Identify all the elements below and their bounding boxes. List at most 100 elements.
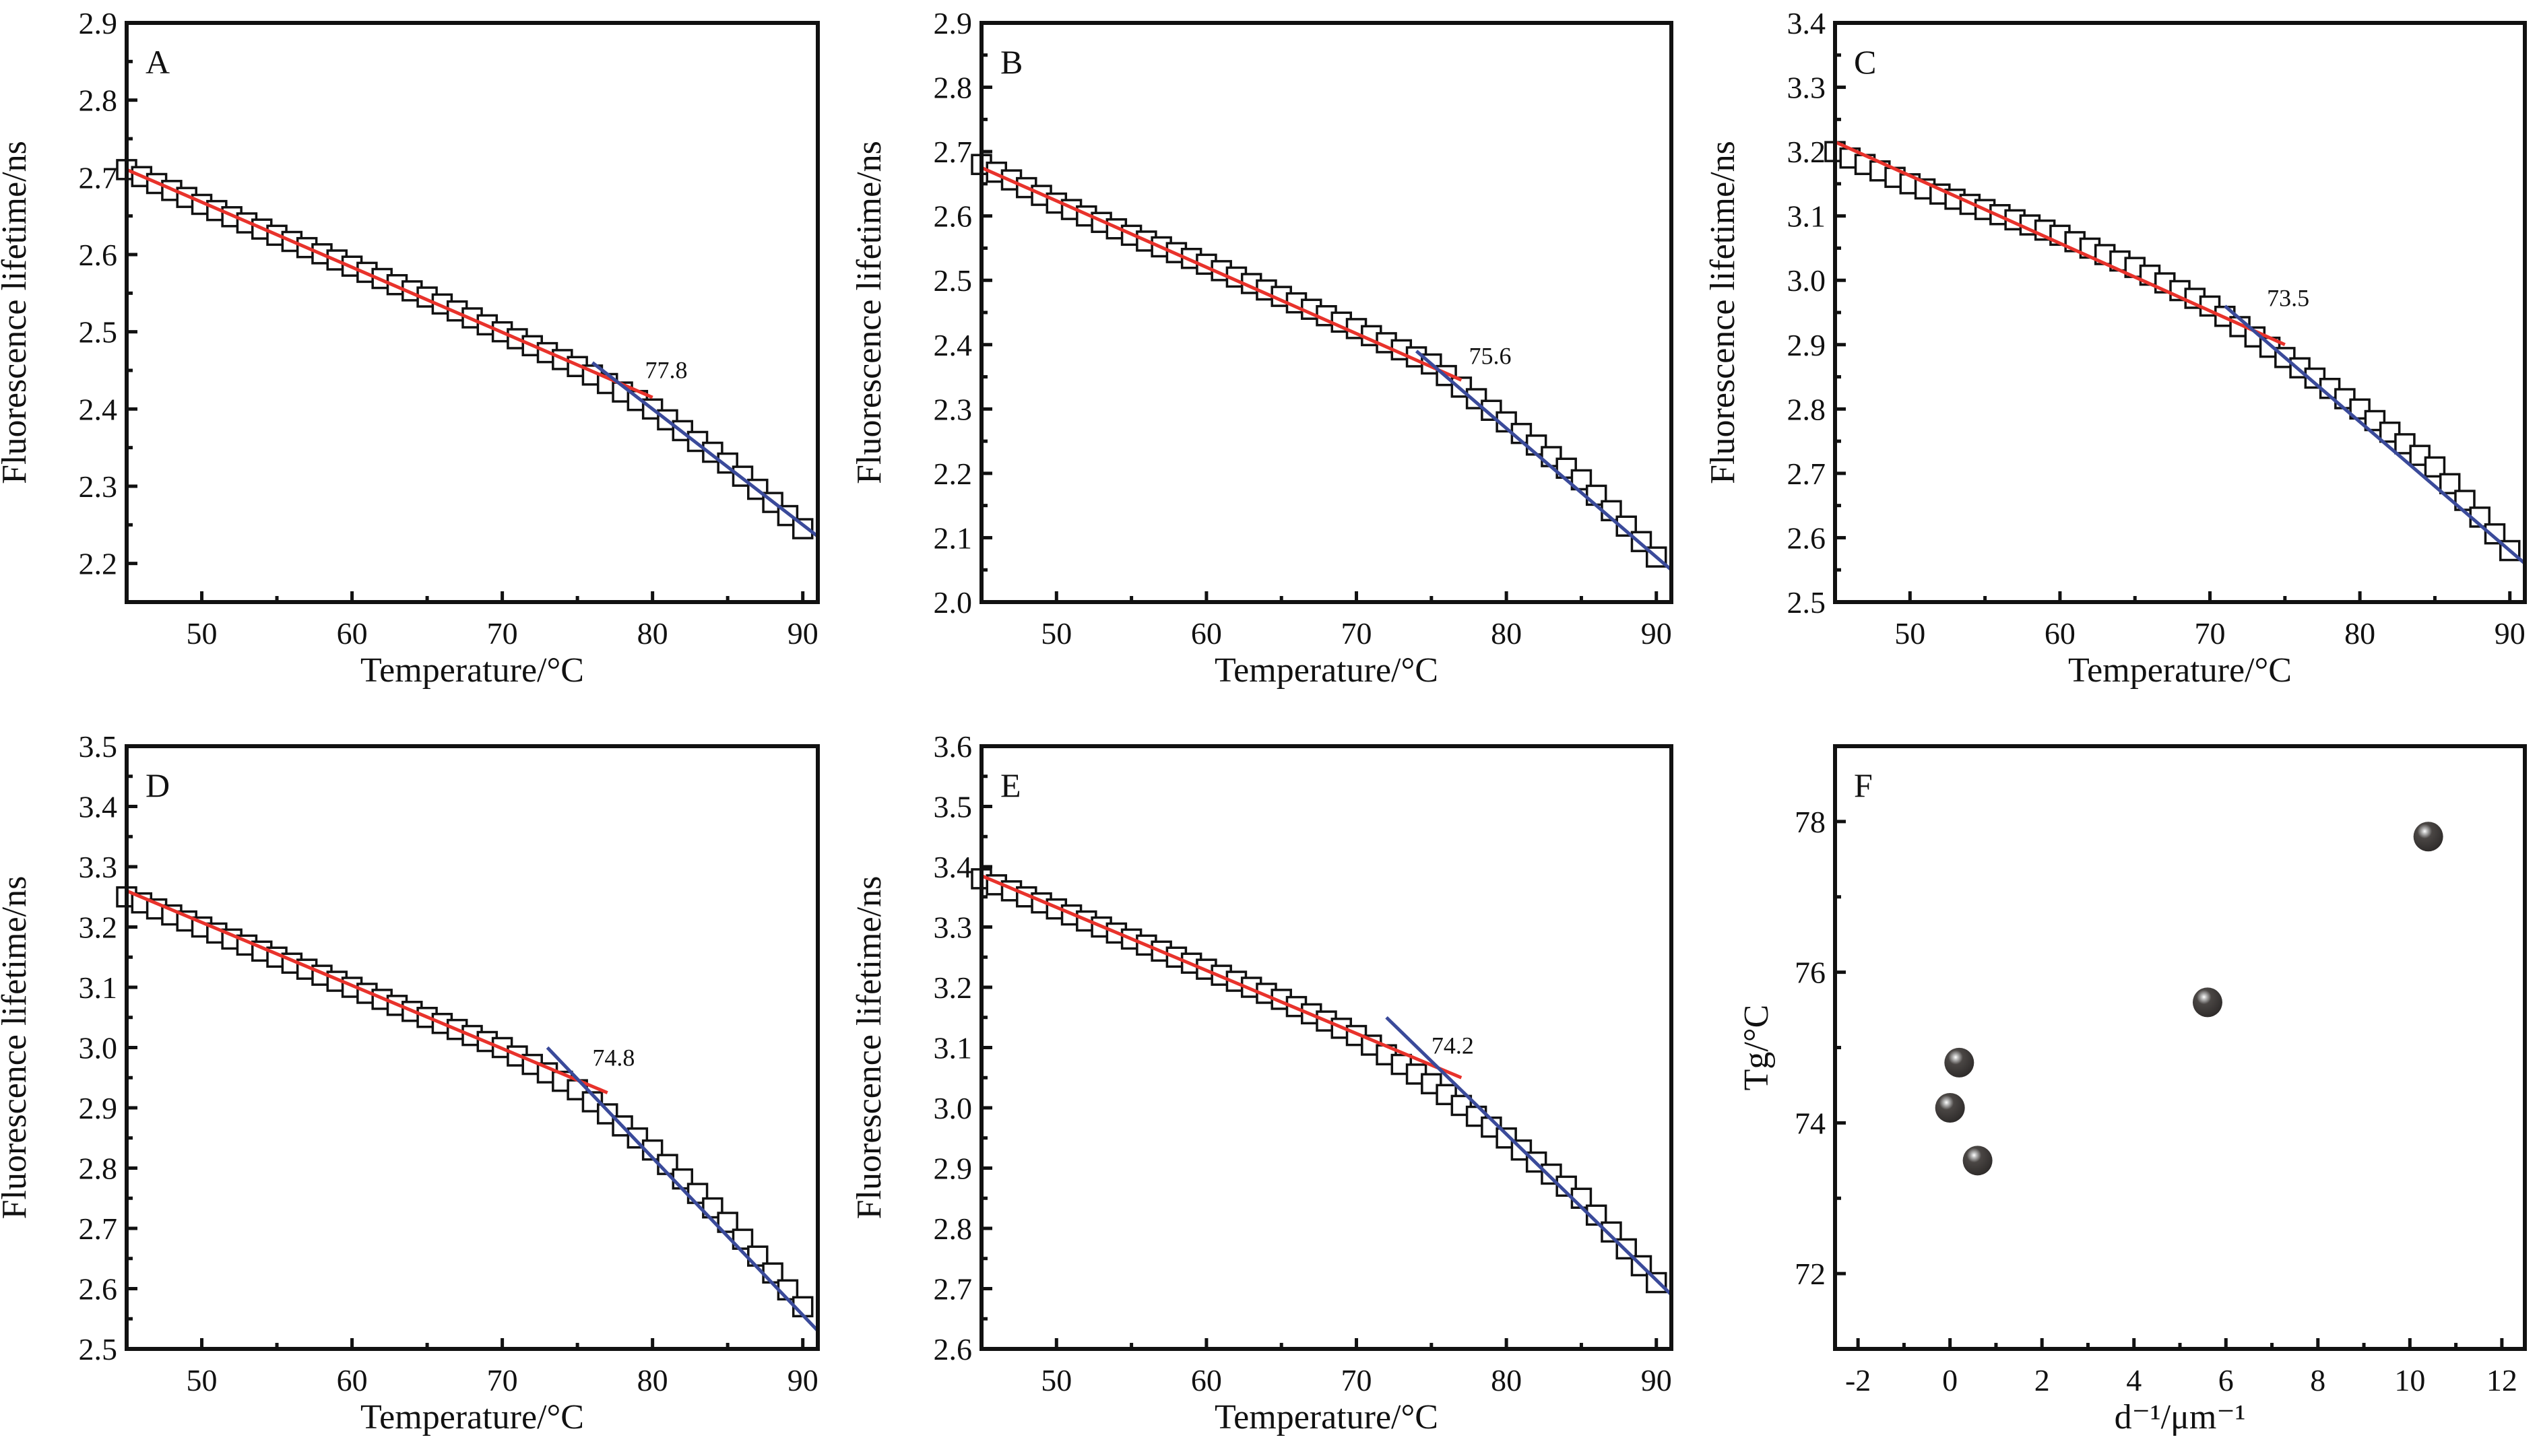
y-tick-label: 3.4 bbox=[79, 790, 118, 824]
data-point bbox=[1962, 1146, 1993, 1176]
y-tick-label: 3.1 bbox=[79, 970, 118, 1005]
panel-c: 50 60 70 80 90 2.5 2.6 2.7 2.8 2.9 3.0 3.1 3.2 3.3 3.4… bbox=[1704, 6, 2527, 690]
y-tick-label: 2.8 bbox=[934, 71, 973, 105]
x-tick-label: 50 bbox=[187, 616, 218, 651]
x-tick-label: 70 bbox=[487, 1363, 518, 1397]
x-tick-label: 90 bbox=[1641, 616, 1672, 651]
x-tick-label: 80 bbox=[2344, 616, 2375, 651]
fit-line-low bbox=[126, 168, 653, 399]
x-tick-label: 60 bbox=[337, 616, 368, 651]
fit-line-high bbox=[546, 1046, 819, 1332]
panel-a: 50 60 70 80 90 2.2 2.3 2.4 2.5 2.6 2.7 2.8 2.9 Temper… bbox=[0, 6, 820, 690]
y-tick-label: 2.6 bbox=[934, 1332, 973, 1366]
x-tick-label: 8 bbox=[2310, 1363, 2325, 1397]
plot-frame bbox=[1833, 744, 2527, 1351]
panel-label: D bbox=[146, 766, 170, 804]
y-tick-label: 2.8 bbox=[79, 84, 118, 118]
panel-label: B bbox=[1000, 43, 1023, 81]
y-tick-label: 2.6 bbox=[1787, 521, 1826, 555]
y-tick-label: 2.7 bbox=[934, 135, 973, 169]
fit-line-low bbox=[126, 889, 608, 1094]
x-tick-label: 80 bbox=[637, 1363, 668, 1397]
x-axis-label: Temperature/°C bbox=[1215, 1398, 1438, 1436]
data-point bbox=[2413, 822, 2443, 852]
panel-d: 50 60 70 80 90 2.5 2.6 2.7 2.8 2.9 3.0 3.1 3.2 3.3 3.4… bbox=[0, 729, 820, 1436]
y-tick-label: 3.0 bbox=[79, 1031, 118, 1065]
y-axis-label: Fluorescence lifetime/ns bbox=[1704, 141, 1742, 484]
plot-frame bbox=[125, 744, 820, 1351]
y-tick-label: 3.4 bbox=[1787, 6, 1826, 40]
y-axis-label: Fluorescence lifetime/ns bbox=[0, 141, 34, 484]
x-tick-label: 80 bbox=[1491, 1363, 1522, 1397]
y-tick-label: 2.6 bbox=[934, 199, 973, 234]
data-point bbox=[717, 452, 738, 474]
x-tick-label: 70 bbox=[487, 616, 518, 651]
x-tick-label: 60 bbox=[2045, 616, 2076, 651]
y-tick-label: 3.2 bbox=[934, 970, 973, 1005]
data-point bbox=[2192, 987, 2222, 1018]
fit-line-high bbox=[1385, 1016, 1673, 1296]
fit-line-low bbox=[981, 874, 1463, 1080]
y-tick-label: 2.9 bbox=[934, 6, 973, 40]
x-tick-label: 60 bbox=[337, 1363, 368, 1397]
panel-label: A bbox=[146, 43, 170, 81]
y-tick-label: 3.6 bbox=[934, 729, 973, 764]
panel-label: E bbox=[1000, 766, 1021, 804]
y-tick-label: 3.2 bbox=[1787, 135, 1826, 169]
x-axis-label: Temperature/°C bbox=[1215, 651, 1438, 690]
y-tick-label: 2.7 bbox=[79, 1212, 118, 1246]
y-tick-label: 72 bbox=[1795, 1257, 1826, 1291]
y-tick-label: 3.3 bbox=[934, 911, 973, 945]
y-tick-label: 2.9 bbox=[934, 1152, 973, 1186]
x-axis-label: Temperature/°C bbox=[360, 1398, 584, 1436]
x-tick-label: 6 bbox=[2218, 1363, 2234, 1397]
tg-annotation: 77.8 bbox=[645, 356, 688, 383]
x-tick-label: 90 bbox=[788, 616, 818, 651]
tg-annotation: 75.6 bbox=[1469, 342, 1511, 369]
y-tick-label: 2.5 bbox=[79, 1332, 118, 1366]
y-tick-label: 2.7 bbox=[79, 160, 118, 195]
data-point bbox=[747, 478, 769, 500]
y-tick-label: 2.6 bbox=[79, 1272, 118, 1306]
y-axis-label: Fluorescence lifetime/ns bbox=[0, 876, 34, 1220]
plot-frame bbox=[1833, 21, 2527, 604]
y-tick-label: 2.3 bbox=[934, 392, 973, 426]
panel-label: F bbox=[1854, 766, 1873, 804]
y-axis-label: Fluorescence lifetime/ns bbox=[850, 141, 889, 484]
y-tick-label: 2.0 bbox=[934, 585, 973, 620]
data-point bbox=[1935, 1093, 1965, 1123]
y-axis-label: Fluorescence lifetime/ns bbox=[850, 876, 889, 1220]
y-tick-label: 2.4 bbox=[79, 392, 118, 426]
y-tick-label: 3.1 bbox=[934, 1031, 973, 1065]
y-tick-label: 3.5 bbox=[79, 729, 118, 764]
x-tick-label: 50 bbox=[1041, 616, 1072, 651]
y-tick-label: 3.4 bbox=[934, 850, 973, 884]
y-tick-label: 2.4 bbox=[934, 328, 973, 362]
y-tick-label: 2.6 bbox=[79, 238, 118, 272]
y-tick-label: 74 bbox=[1795, 1106, 1826, 1140]
y-tick-label: 2.2 bbox=[934, 457, 973, 491]
x-tick-label: 80 bbox=[637, 616, 668, 651]
x-axis-label: d⁻¹/μm⁻¹ bbox=[2115, 1398, 2246, 1436]
fit-line-low bbox=[980, 166, 1463, 382]
y-tick-label: 2.5 bbox=[934, 263, 973, 298]
x-tick-label: 4 bbox=[2126, 1363, 2142, 1397]
tg-annotation: 73.5 bbox=[2267, 284, 2309, 311]
fit-line-low bbox=[1834, 140, 2286, 347]
y-tick-label: 2.5 bbox=[79, 315, 118, 350]
x-tick-label: 70 bbox=[1341, 616, 1372, 651]
x-axis-label: Temperature/°C bbox=[360, 651, 584, 690]
y-tick-label: 3.2 bbox=[79, 911, 118, 945]
x-tick-label: 90 bbox=[1641, 1363, 1672, 1397]
y-tick-label: 2.1 bbox=[934, 521, 973, 555]
x-tick-label: 70 bbox=[2195, 616, 2226, 651]
y-tick-label: 2.9 bbox=[79, 6, 118, 40]
x-tick-label: 70 bbox=[1341, 1363, 1372, 1397]
y-tick-label: 2.2 bbox=[79, 547, 118, 581]
y-tick-label: 2.8 bbox=[934, 1212, 973, 1246]
panel-e: 50 60 70 80 90 2.6 2.7 2.8 2.9 3.0 3.1 3.2 3.3 3.4 3.5… bbox=[850, 729, 1673, 1436]
y-tick-label: 3.3 bbox=[1787, 71, 1826, 105]
y-axis-label: Tg/°C bbox=[1737, 1005, 1776, 1091]
y-tick-label: 3.1 bbox=[1787, 199, 1826, 234]
